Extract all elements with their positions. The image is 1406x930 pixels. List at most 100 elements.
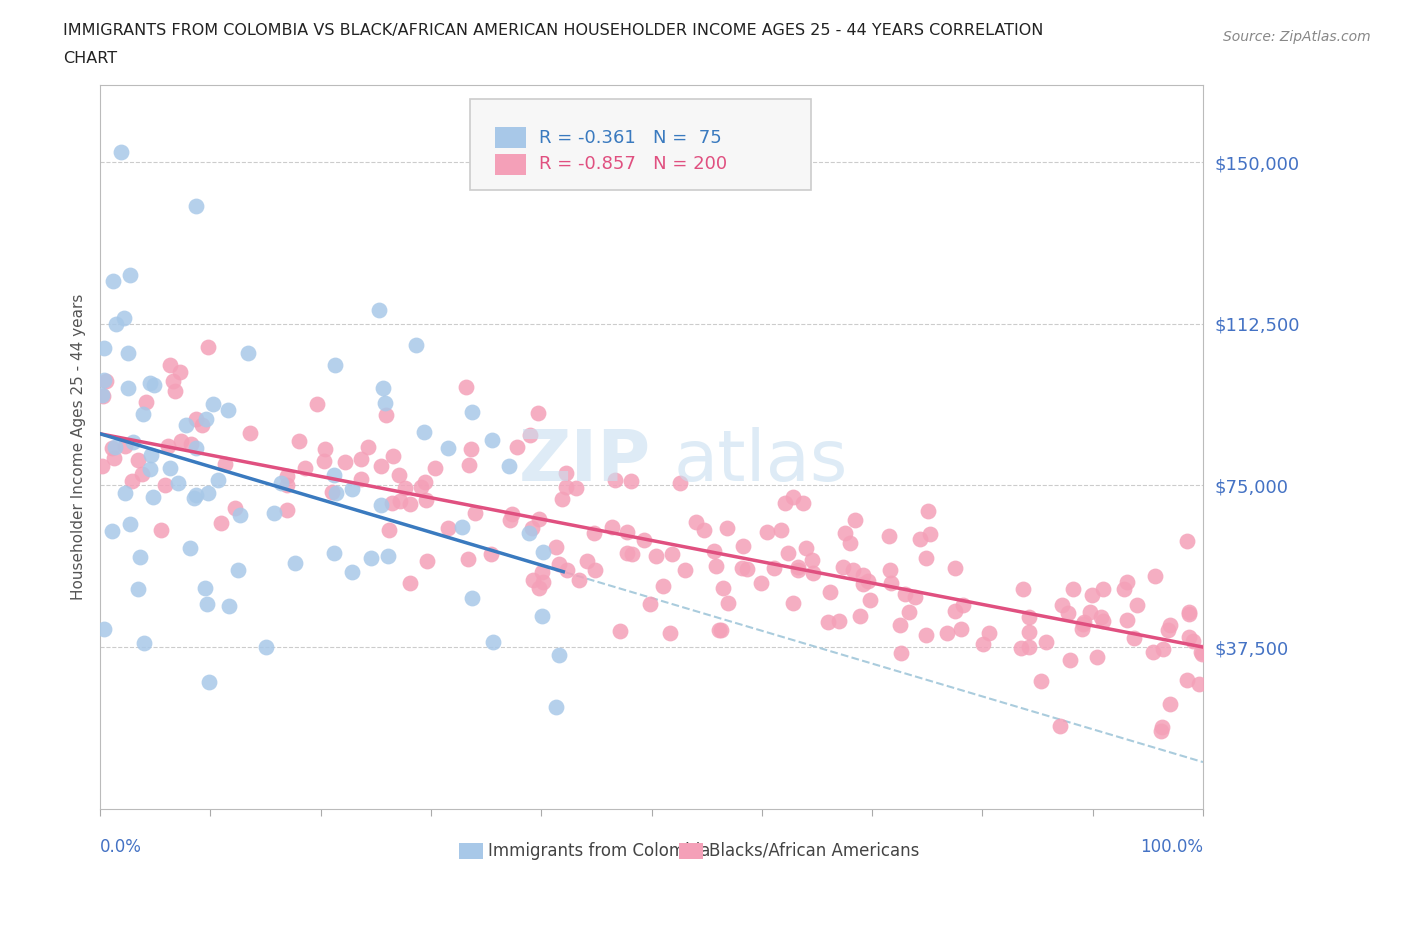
Point bbox=[371, 380, 394, 395]
Point bbox=[1159, 697, 1181, 711]
Point bbox=[782, 489, 804, 504]
Point bbox=[603, 472, 626, 487]
Point bbox=[1188, 676, 1211, 691]
Point bbox=[1175, 533, 1198, 548]
Point bbox=[135, 395, 157, 410]
Point bbox=[312, 453, 335, 468]
Point bbox=[287, 433, 309, 448]
Point bbox=[568, 572, 591, 587]
Point bbox=[169, 365, 191, 379]
Point bbox=[555, 563, 578, 578]
Point bbox=[856, 573, 879, 588]
Point bbox=[456, 379, 478, 394]
Point bbox=[184, 487, 207, 502]
Point bbox=[914, 551, 936, 565]
Point bbox=[583, 563, 606, 578]
Point bbox=[936, 626, 959, 641]
Point bbox=[531, 545, 554, 560]
Point bbox=[661, 547, 683, 562]
Point bbox=[735, 562, 758, 577]
Point bbox=[786, 560, 808, 575]
Point bbox=[307, 396, 329, 411]
Point bbox=[1057, 605, 1080, 620]
Point bbox=[1091, 581, 1114, 596]
Point bbox=[1181, 634, 1204, 649]
FancyBboxPatch shape bbox=[470, 100, 811, 190]
Point bbox=[1150, 724, 1173, 738]
Point bbox=[773, 496, 796, 511]
FancyBboxPatch shape bbox=[458, 844, 482, 859]
Point bbox=[602, 520, 624, 535]
Point bbox=[1142, 644, 1164, 659]
Point bbox=[370, 458, 392, 473]
Point bbox=[209, 516, 232, 531]
Point bbox=[506, 440, 529, 455]
Point bbox=[852, 577, 875, 591]
Point bbox=[977, 626, 1000, 641]
Point bbox=[915, 628, 938, 643]
Point bbox=[263, 505, 285, 520]
Point bbox=[101, 274, 124, 289]
Point bbox=[322, 546, 344, 561]
Point bbox=[844, 512, 866, 527]
Point bbox=[131, 467, 153, 482]
Point bbox=[710, 623, 733, 638]
Point bbox=[163, 383, 186, 398]
Point bbox=[1092, 614, 1115, 629]
Point bbox=[367, 302, 389, 317]
Point bbox=[276, 477, 298, 492]
Point bbox=[415, 492, 437, 507]
Point bbox=[169, 433, 191, 448]
Point bbox=[105, 316, 128, 331]
Point bbox=[1011, 582, 1033, 597]
Point bbox=[548, 556, 571, 571]
Point bbox=[1178, 604, 1201, 619]
Point bbox=[377, 548, 399, 563]
Text: CHART: CHART bbox=[63, 51, 117, 66]
Point bbox=[1031, 673, 1053, 688]
FancyBboxPatch shape bbox=[495, 126, 526, 149]
Point bbox=[186, 198, 208, 213]
Point bbox=[972, 637, 994, 652]
Point bbox=[1018, 640, 1040, 655]
Point bbox=[794, 541, 817, 556]
Point bbox=[191, 418, 214, 433]
Point bbox=[547, 648, 569, 663]
Point bbox=[1178, 606, 1201, 621]
Point bbox=[482, 635, 505, 650]
Point bbox=[531, 565, 554, 579]
Point bbox=[224, 500, 246, 515]
Point bbox=[501, 507, 523, 522]
Point bbox=[184, 411, 207, 426]
Point bbox=[110, 144, 132, 159]
Point bbox=[749, 576, 772, 591]
Point bbox=[394, 481, 416, 496]
Point bbox=[207, 472, 229, 487]
Point bbox=[139, 376, 162, 391]
Point bbox=[658, 626, 681, 641]
Point bbox=[531, 609, 554, 624]
Point bbox=[834, 525, 856, 540]
Point bbox=[890, 645, 912, 660]
Point bbox=[879, 563, 901, 578]
Point bbox=[195, 597, 218, 612]
Point bbox=[381, 495, 404, 510]
Point bbox=[349, 451, 371, 466]
Point bbox=[609, 624, 631, 639]
Point bbox=[620, 546, 643, 561]
Point bbox=[122, 434, 145, 449]
Point bbox=[1090, 610, 1112, 625]
Point bbox=[638, 596, 661, 611]
Point bbox=[101, 524, 124, 538]
Point bbox=[457, 551, 479, 566]
Point bbox=[117, 380, 139, 395]
Point bbox=[382, 448, 405, 463]
Point bbox=[460, 442, 482, 457]
Point bbox=[1071, 617, 1094, 631]
Point bbox=[544, 699, 567, 714]
Point bbox=[1052, 598, 1074, 613]
Point bbox=[413, 474, 436, 489]
Point bbox=[370, 498, 392, 512]
Point bbox=[800, 552, 823, 567]
Point bbox=[582, 525, 605, 540]
